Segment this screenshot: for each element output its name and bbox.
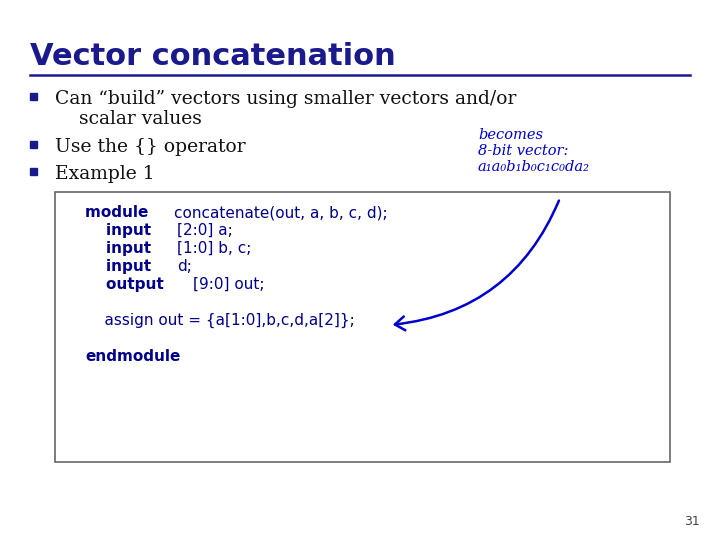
Text: d;: d;: [177, 259, 192, 274]
Text: [1:0] b, c;: [1:0] b, c;: [177, 241, 251, 256]
Text: concatenate(out, a, b, c, d);: concatenate(out, a, b, c, d);: [174, 205, 387, 220]
FancyBboxPatch shape: [55, 192, 670, 462]
Text: 31: 31: [684, 515, 700, 528]
Bar: [30, 93, 37, 100]
Text: a₁a₀b₁b₀c₁c₀da₂: a₁a₀b₁b₀c₁c₀da₂: [478, 160, 590, 174]
Text: module: module: [85, 205, 153, 220]
Text: output: output: [85, 277, 169, 292]
Text: input: input: [85, 223, 156, 238]
Text: becomes: becomes: [478, 128, 543, 142]
Text: 8-bit vector:: 8-bit vector:: [478, 144, 568, 158]
Bar: [30, 168, 37, 175]
FancyArrowPatch shape: [395, 200, 559, 330]
Text: input: input: [85, 259, 156, 274]
Text: endmodule: endmodule: [85, 349, 181, 364]
Text: scalar values: scalar values: [55, 110, 202, 128]
Bar: [30, 141, 37, 148]
Text: Use the {} operator: Use the {} operator: [55, 138, 246, 156]
Text: input: input: [85, 241, 156, 256]
Text: assign out = {a[1:0],b,c,d,a[2]};: assign out = {a[1:0],b,c,d,a[2]};: [85, 313, 355, 328]
Text: Example 1: Example 1: [55, 165, 155, 183]
Text: [9:0] out;: [9:0] out;: [194, 277, 265, 292]
Text: Vector concatenation: Vector concatenation: [30, 42, 396, 71]
Text: Can “build” vectors using smaller vectors and/or: Can “build” vectors using smaller vector…: [55, 90, 516, 108]
Text: [2:0] a;: [2:0] a;: [177, 223, 233, 238]
